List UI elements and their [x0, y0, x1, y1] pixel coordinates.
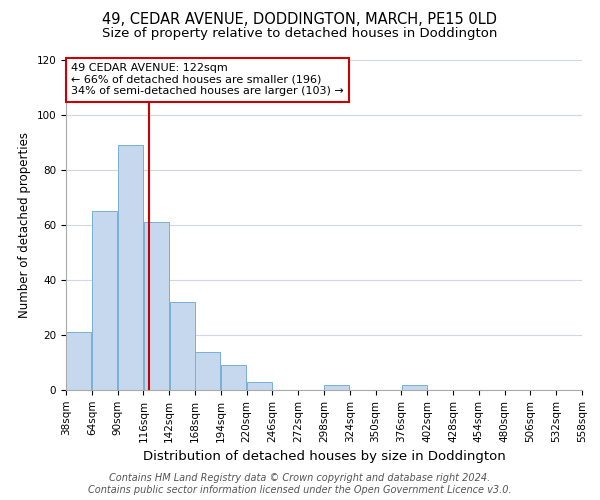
Bar	[196, 352, 220, 390]
Y-axis label: Number of detached properties: Number of detached properties	[18, 132, 31, 318]
Bar	[325, 384, 349, 390]
Text: Size of property relative to detached houses in Doddington: Size of property relative to detached ho…	[103, 28, 497, 40]
Bar	[247, 382, 272, 390]
Bar	[144, 222, 169, 390]
Bar	[402, 384, 427, 390]
Bar	[170, 302, 194, 390]
Bar	[92, 211, 117, 390]
Bar	[118, 145, 143, 390]
Text: Contains HM Land Registry data © Crown copyright and database right 2024.
Contai: Contains HM Land Registry data © Crown c…	[88, 474, 512, 495]
Bar	[221, 365, 246, 390]
Text: 49, CEDAR AVENUE, DODDINGTON, MARCH, PE15 0LD: 49, CEDAR AVENUE, DODDINGTON, MARCH, PE1…	[103, 12, 497, 28]
X-axis label: Distribution of detached houses by size in Doddington: Distribution of detached houses by size …	[143, 450, 505, 463]
Text: 49 CEDAR AVENUE: 122sqm
← 66% of detached houses are smaller (196)
34% of semi-d: 49 CEDAR AVENUE: 122sqm ← 66% of detache…	[71, 64, 344, 96]
Bar	[67, 332, 91, 390]
